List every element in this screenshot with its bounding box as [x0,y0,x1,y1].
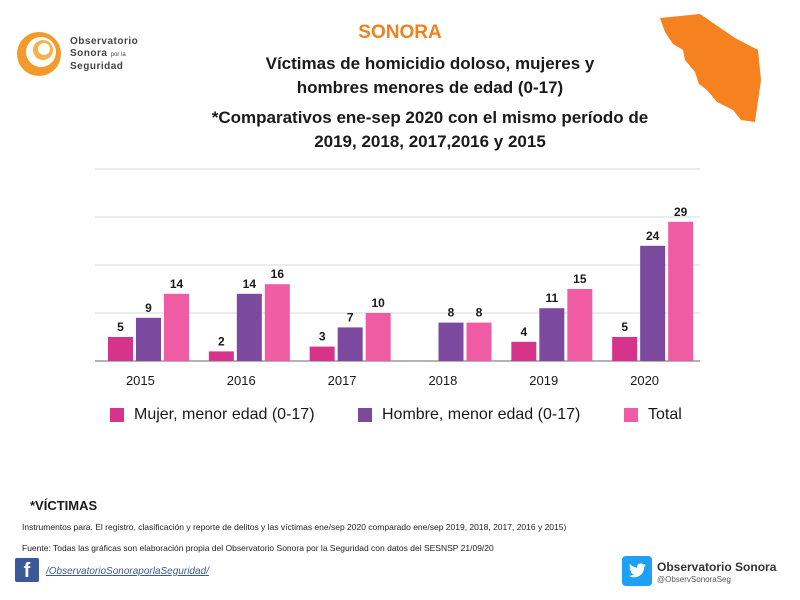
bar-total-2017 [365,313,391,361]
chart-title: Víctimas de homicidio doloso, mujeres y … [200,52,660,100]
data-label-total-2019: 15 [573,272,587,286]
x-tick-2016: 2016 [227,373,256,388]
logo-line3: Seguridad [70,61,124,72]
bar-mujer-2019 [511,341,537,361]
data-label-hombre-2018: 8 [448,306,455,320]
bar-total-2018 [466,322,492,361]
bar-hombre-2018 [438,322,464,361]
data-label-total-2017: 10 [371,296,385,310]
subtitle-line1: *Comparativos ene-sep 2020 con el mismo … [211,108,649,127]
x-tick-2018: 2018 [428,373,457,388]
twitter-icon[interactable] [622,556,652,586]
bar-mujer-2015 [108,337,133,361]
legend-item-mujer: Mujer, menor edad (0-17) [110,406,315,424]
legend-swatch-hombre [358,408,372,422]
twitter-name: Observatorio Sonora [657,560,777,574]
title-line2: hombres menores de edad (0-17) [296,78,564,97]
data-label-total-2015: 14 [170,277,184,291]
logo-line1: Observatorio [70,36,139,47]
data-label-hombre-2017: 7 [347,310,354,324]
legend-swatch-total [624,408,638,422]
data-label-mujer-2015: 5 [117,320,124,334]
bar-mujer-2020 [612,337,638,361]
data-label-mujer-2017: 3 [319,330,326,344]
data-label-mujer-2016: 2 [218,334,225,348]
bars [108,221,694,361]
legend-swatch-mujer [110,408,124,422]
legend-label-hombre: Hombre, menor edad (0-17) [382,406,581,423]
data-label-hombre-2019: 11 [545,291,558,305]
bar-hombre-2015 [136,317,161,361]
footnote-fuente: Fuente: Todas las gráficas son elaboraci… [22,543,494,553]
legend-item-hombre: Hombre, menor edad (0-17) [358,406,580,424]
facebook-link[interactable]: /ObservatorioSonoraporlaSeguridad/ [46,566,209,577]
bar-mujer-2017 [309,346,335,361]
bar-hombre-2020 [640,245,666,361]
sonora-map-icon [660,14,761,122]
victimas-label: *VÍCTIMAS [30,498,98,513]
x-tick-2020: 2020 [630,373,659,388]
x-tick-labels: 2015 2016 2017 2018 2019 2020 [126,373,659,388]
logo-text: Observatorio Sonora por la Seguridad [70,36,138,73]
x-tick-2017: 2017 [328,373,357,388]
x-tick-2019: 2019 [529,373,558,388]
data-labels: 5 9 14 2 14 16 3 7 10 8 8 4 11 15 5 24 29 [117,205,688,349]
bar-hombre-2016 [236,293,262,361]
bar-hombre-2017 [337,327,363,361]
data-label-hombre-2016: 14 [243,277,257,291]
bar-mujer-2016 [208,351,234,361]
legend-item-total: Total [624,406,682,424]
data-label-mujer-2020: 5 [621,320,628,334]
title-line1: Víctimas de homicidio doloso, mujeres y [265,54,595,73]
logo-line2: Sonora [70,48,108,59]
bar-total-2020 [668,221,694,361]
bar-total-2019 [567,289,593,361]
legend-label-mujer: Mujer, menor edad (0-17) [134,406,315,423]
legend-label-total: Total [648,406,682,423]
state-name: SONORA [358,22,442,43]
gridlines [95,168,700,362]
data-label-hombre-2020: 24 [646,229,660,243]
data-label-total-2016: 16 [271,267,285,281]
chart-subtitle: *Comparativos ene-sep 2020 con el mismo … [150,106,710,154]
data-label-hombre-2015: 9 [145,301,152,315]
observatorio-logo [17,32,61,76]
facebook-icon[interactable]: f [15,558,39,582]
footnote-instrumentos: Instrumentos para. El registro, clasific… [22,522,567,532]
data-label-total-2018: 8 [476,306,483,320]
subtitle-line2: 2019, 2018, 2017,2016 y 2015 [314,132,546,151]
logo-small: por la [110,52,126,58]
data-label-total-2020: 29 [674,205,688,219]
bar-total-2015 [164,293,189,361]
x-tick-2015: 2015 [126,373,155,388]
twitter-handle: @ObservSonoraSeg [657,575,731,584]
data-label-mujer-2019: 4 [520,325,527,339]
bar-hombre-2019 [539,308,565,361]
chart-legend: Mujer, menor edad (0-17) Hombre, menor e… [110,406,710,430]
bar-total-2016 [264,284,290,361]
